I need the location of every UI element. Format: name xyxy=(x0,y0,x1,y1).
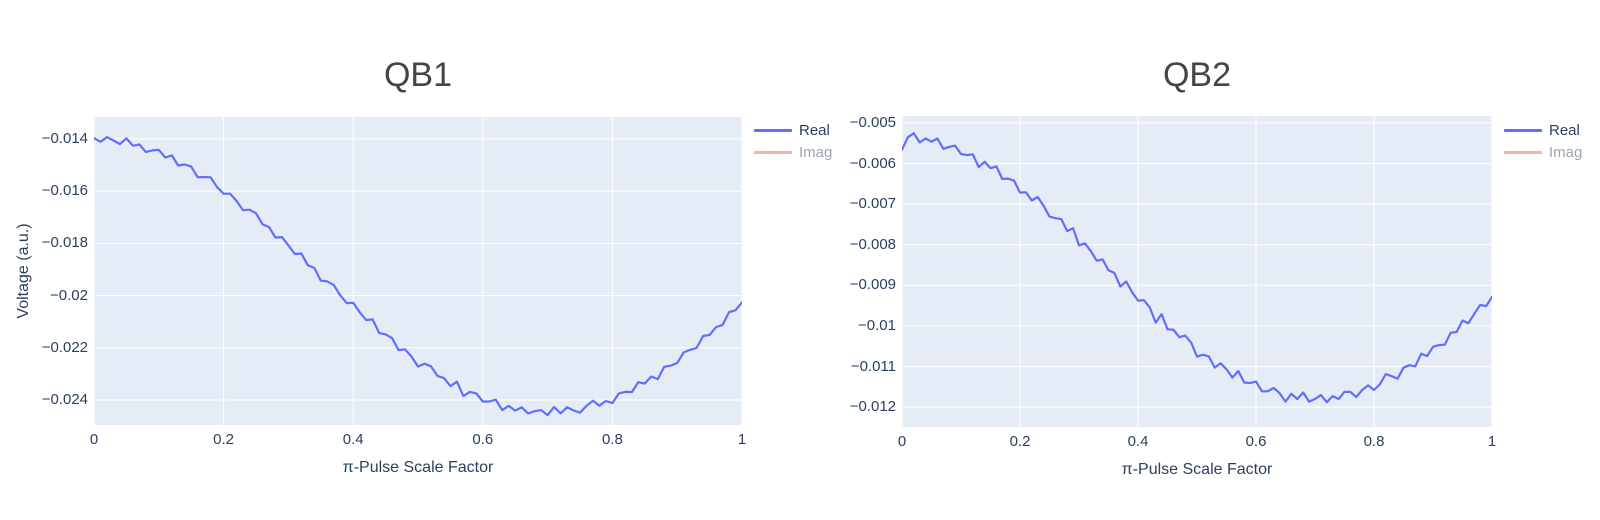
real-line-swatch xyxy=(1504,128,1542,132)
legend-item-imag[interactable]: Imag xyxy=(754,141,832,163)
real-line-swatch xyxy=(754,128,792,132)
real-trace-line[interactable] xyxy=(902,132,1492,404)
y-tick-label: −0.02 xyxy=(50,286,88,304)
x-tick-label: 0.2 xyxy=(213,431,235,448)
legend-item-real[interactable]: Real xyxy=(754,119,832,141)
legend: Real Imag xyxy=(1504,119,1582,163)
y-tick-label: −0.009 xyxy=(849,276,896,294)
x-axis-title: π-Pulse Scale Factor xyxy=(342,459,494,476)
y-tick-label: −0.006 xyxy=(849,154,896,172)
x-tick-label: 0.8 xyxy=(1363,433,1385,450)
x-tick-label: 0.8 xyxy=(601,431,623,448)
x-tick-label: 0 xyxy=(89,431,99,448)
imag-line-swatch xyxy=(754,150,792,154)
y-tick-label: −0.008 xyxy=(849,235,896,253)
y-tick-label: −0.014 xyxy=(41,129,88,147)
x-tick-label: 0.6 xyxy=(1245,433,1267,450)
legend: Real Imag xyxy=(754,119,832,163)
x-tick-label: 1 xyxy=(737,431,747,448)
y-tick-label: −0.024 xyxy=(41,390,88,408)
plot-background[interactable] xyxy=(94,117,742,425)
imag-line-swatch xyxy=(1504,150,1542,154)
x-tick-label: 0.4 xyxy=(1127,433,1149,450)
legend-label-imag: Imag xyxy=(799,143,833,161)
x-tick-label: 1 xyxy=(1487,433,1497,450)
x-tick-label: 0 xyxy=(897,433,907,450)
x-axis-title: π-Pulse Scale Factor xyxy=(1121,461,1273,478)
y-tick-label: −0.01 xyxy=(858,316,896,334)
x-tick-label: 0.6 xyxy=(472,431,494,448)
legend-label-real: Real xyxy=(1549,121,1580,139)
x-tick-label: 0.2 xyxy=(1009,433,1031,450)
y-tick-label: −0.022 xyxy=(41,338,88,356)
y-tick-label: −0.005 xyxy=(849,113,896,131)
y-tick-label: −0.018 xyxy=(41,234,88,252)
plot-area-qb2 xyxy=(902,116,1492,427)
legend-label-real: Real xyxy=(799,121,830,139)
y-tick-label: −0.011 xyxy=(850,357,896,375)
plot-background[interactable] xyxy=(902,116,1492,427)
plot-area-qb1 xyxy=(94,117,742,425)
y-tick-label: −0.007 xyxy=(849,195,896,213)
legend-item-real[interactable]: Real xyxy=(1504,119,1582,141)
real-trace-line[interactable] xyxy=(94,136,742,417)
plot-title-qb2: QB2 xyxy=(1162,56,1232,94)
y-tick-label: −0.012 xyxy=(849,398,896,416)
plot-title-qb1: QB1 xyxy=(383,56,453,94)
legend-label-imag: Imag xyxy=(1549,143,1583,161)
x-tick-label: 0.4 xyxy=(342,431,364,448)
legend-item-imag[interactable]: Imag xyxy=(1504,141,1582,163)
y-tick-label: −0.016 xyxy=(41,182,88,200)
